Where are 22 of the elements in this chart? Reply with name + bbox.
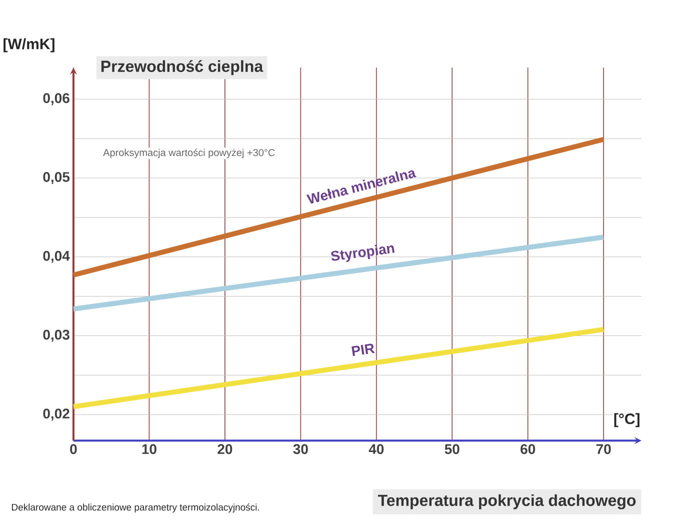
x-tick-label: 20 xyxy=(218,444,232,454)
y-tick-label: 0,06 xyxy=(43,93,70,106)
annotation: [°C] xyxy=(614,413,640,428)
x-tick-label: 70 xyxy=(596,444,611,454)
x-tick-label: 60 xyxy=(520,444,536,454)
x-tick-label: 10 xyxy=(142,444,156,454)
text: Styropian xyxy=(331,244,394,262)
text: Deklarowane a obliczeniowe parametry termoizolacyjności. xyxy=(12,504,259,512)
y-tick-label: 0,02 xyxy=(43,408,70,421)
annotation: Aproksymacja wartości powyżej +30°C xyxy=(103,148,275,158)
x-tick-label: 40 xyxy=(368,444,384,454)
x-tick-label: 50 xyxy=(444,444,460,454)
text: PIR xyxy=(352,344,375,356)
y-tick-label: 0,03 xyxy=(43,330,70,342)
x-tick-label: 0 xyxy=(70,444,77,454)
text: [W/mK] xyxy=(4,38,54,52)
x-tick-label: 30 xyxy=(293,444,308,454)
y-tick-label: 0,05 xyxy=(43,172,70,184)
text: Wełna mineralna xyxy=(306,170,416,204)
x-axis-title: Temperatura pokrycia dachowego xyxy=(378,494,636,510)
y-axis-title: Przewodność cieplna xyxy=(101,60,264,76)
y-tick-label: 0,04 xyxy=(43,250,70,263)
